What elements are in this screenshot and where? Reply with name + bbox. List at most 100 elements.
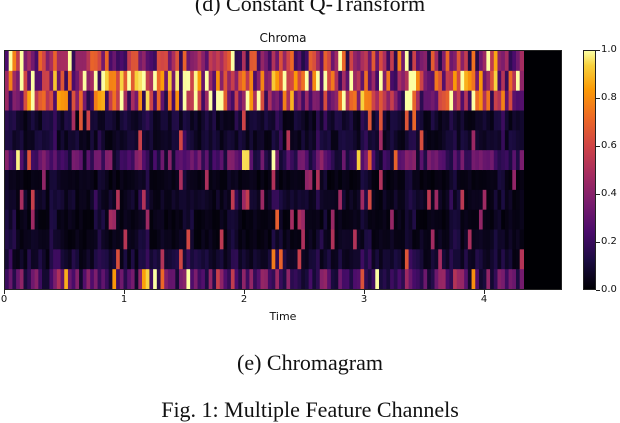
heatmap-cell [386, 209, 391, 231]
heatmap-cell [471, 170, 476, 191]
heatmap-cell [167, 209, 173, 231]
heatmap-cell [378, 269, 384, 289]
heatmap-cell [497, 90, 502, 112]
heatmap-cell [460, 150, 465, 171]
heatmap-cell [104, 269, 110, 289]
heatmap-cell [60, 150, 65, 171]
heatmap-cell [42, 70, 47, 92]
heatmap-cell [230, 90, 236, 112]
heatmap-cell [412, 51, 417, 72]
heatmap-cell [90, 269, 95, 289]
heatmap-cell [427, 189, 432, 211]
heatmap-cell [508, 189, 513, 211]
heatmap-cell [16, 170, 21, 191]
heatmap-cell [360, 249, 365, 270]
heatmap-cell [382, 90, 387, 112]
heatmap-cell [316, 170, 321, 191]
heatmap-cell [508, 90, 513, 112]
heatmap-cell [445, 90, 450, 112]
heatmap-cell [330, 189, 336, 211]
heatmap-cell [467, 51, 473, 72]
heatmap-cell [412, 90, 417, 112]
heatmap-cell [456, 170, 462, 191]
heatmap-cell [501, 249, 506, 270]
heatmap-cell [279, 189, 284, 211]
heatmap-cell [167, 51, 173, 72]
heatmap-cell [478, 110, 484, 131]
heatmap-cell [464, 110, 469, 131]
heatmap-cell [156, 70, 162, 92]
heatmap-cell [130, 189, 136, 211]
heatmap-cell [519, 110, 524, 131]
heatmap-cell [208, 269, 213, 289]
heatmap-cell [75, 110, 80, 131]
heatmap-cell [460, 51, 465, 72]
heatmap-cell [238, 70, 243, 92]
heatmap-cell [104, 170, 110, 191]
heatmap-cell [193, 51, 199, 72]
heatmap-cell [23, 130, 28, 151]
heatmap-cell [201, 130, 206, 151]
heatmap-cell [138, 209, 143, 231]
heatmap-cell [308, 249, 313, 270]
heatmap-cell [412, 150, 417, 171]
heatmap-cell [427, 51, 432, 72]
heatmap-cell [338, 209, 343, 231]
heatmap-cell [382, 189, 387, 211]
heatmap-cell [93, 150, 99, 171]
heatmap-cell [112, 209, 117, 231]
heatmap-cell [356, 269, 362, 289]
chart-title: Chroma [259, 31, 307, 45]
heatmap-cell [512, 249, 517, 270]
heatmap-cell [319, 170, 325, 191]
heatmap-cell [175, 90, 180, 112]
heatmap-cell [327, 249, 332, 270]
heatmap-cell [204, 110, 210, 131]
heatmap-cell [304, 110, 310, 131]
heatmap-cell [108, 269, 113, 289]
heatmap-cell [190, 51, 195, 72]
heatmap-cell [223, 170, 228, 191]
heatmap-cell [445, 249, 450, 270]
heatmap-cell [449, 269, 454, 289]
heatmap-cell [349, 170, 354, 191]
heatmap-cell [434, 130, 439, 151]
heatmap-cell [408, 269, 413, 289]
heatmap-cell [179, 229, 184, 250]
heatmap-cell [475, 170, 480, 191]
heatmap-cell [519, 229, 524, 250]
heatmap-cell [119, 150, 125, 171]
heatmap-cell [264, 189, 269, 211]
heatmap-cell [156, 150, 162, 171]
heatmap-cell [23, 70, 28, 92]
heatmap-cell [519, 249, 524, 270]
heatmap-cell [56, 51, 62, 72]
heatmap-cell [223, 110, 228, 131]
heatmap-cell [97, 249, 102, 270]
colorbar-tick-label: 0.8 [601, 92, 617, 103]
heatmap-cell [56, 249, 62, 270]
heatmap-cell [8, 170, 13, 191]
heatmap-cell [145, 229, 151, 250]
heatmap-cell [149, 189, 154, 211]
heatmap-cell [297, 269, 302, 289]
heatmap-cell [256, 269, 262, 289]
heatmap-cell [8, 90, 13, 112]
heatmap-cell [338, 70, 343, 92]
heatmap-cell [330, 229, 336, 250]
heatmap-cell [101, 209, 106, 231]
heatmap-cell [223, 130, 228, 151]
heatmap-cell [123, 189, 128, 211]
heatmap-cell [167, 170, 173, 191]
heatmap-cell [293, 269, 299, 289]
heatmap-cell [327, 130, 332, 151]
heatmap-cell [156, 249, 162, 270]
heatmap-cell [142, 229, 147, 250]
heatmap-cell [301, 269, 306, 289]
heatmap-cell [201, 249, 206, 270]
heatmap-cell [19, 150, 25, 171]
heatmap-cell [267, 130, 273, 151]
heatmap-cell [427, 90, 432, 112]
heatmap-cell [334, 70, 339, 92]
heatmap-cell [449, 51, 454, 72]
